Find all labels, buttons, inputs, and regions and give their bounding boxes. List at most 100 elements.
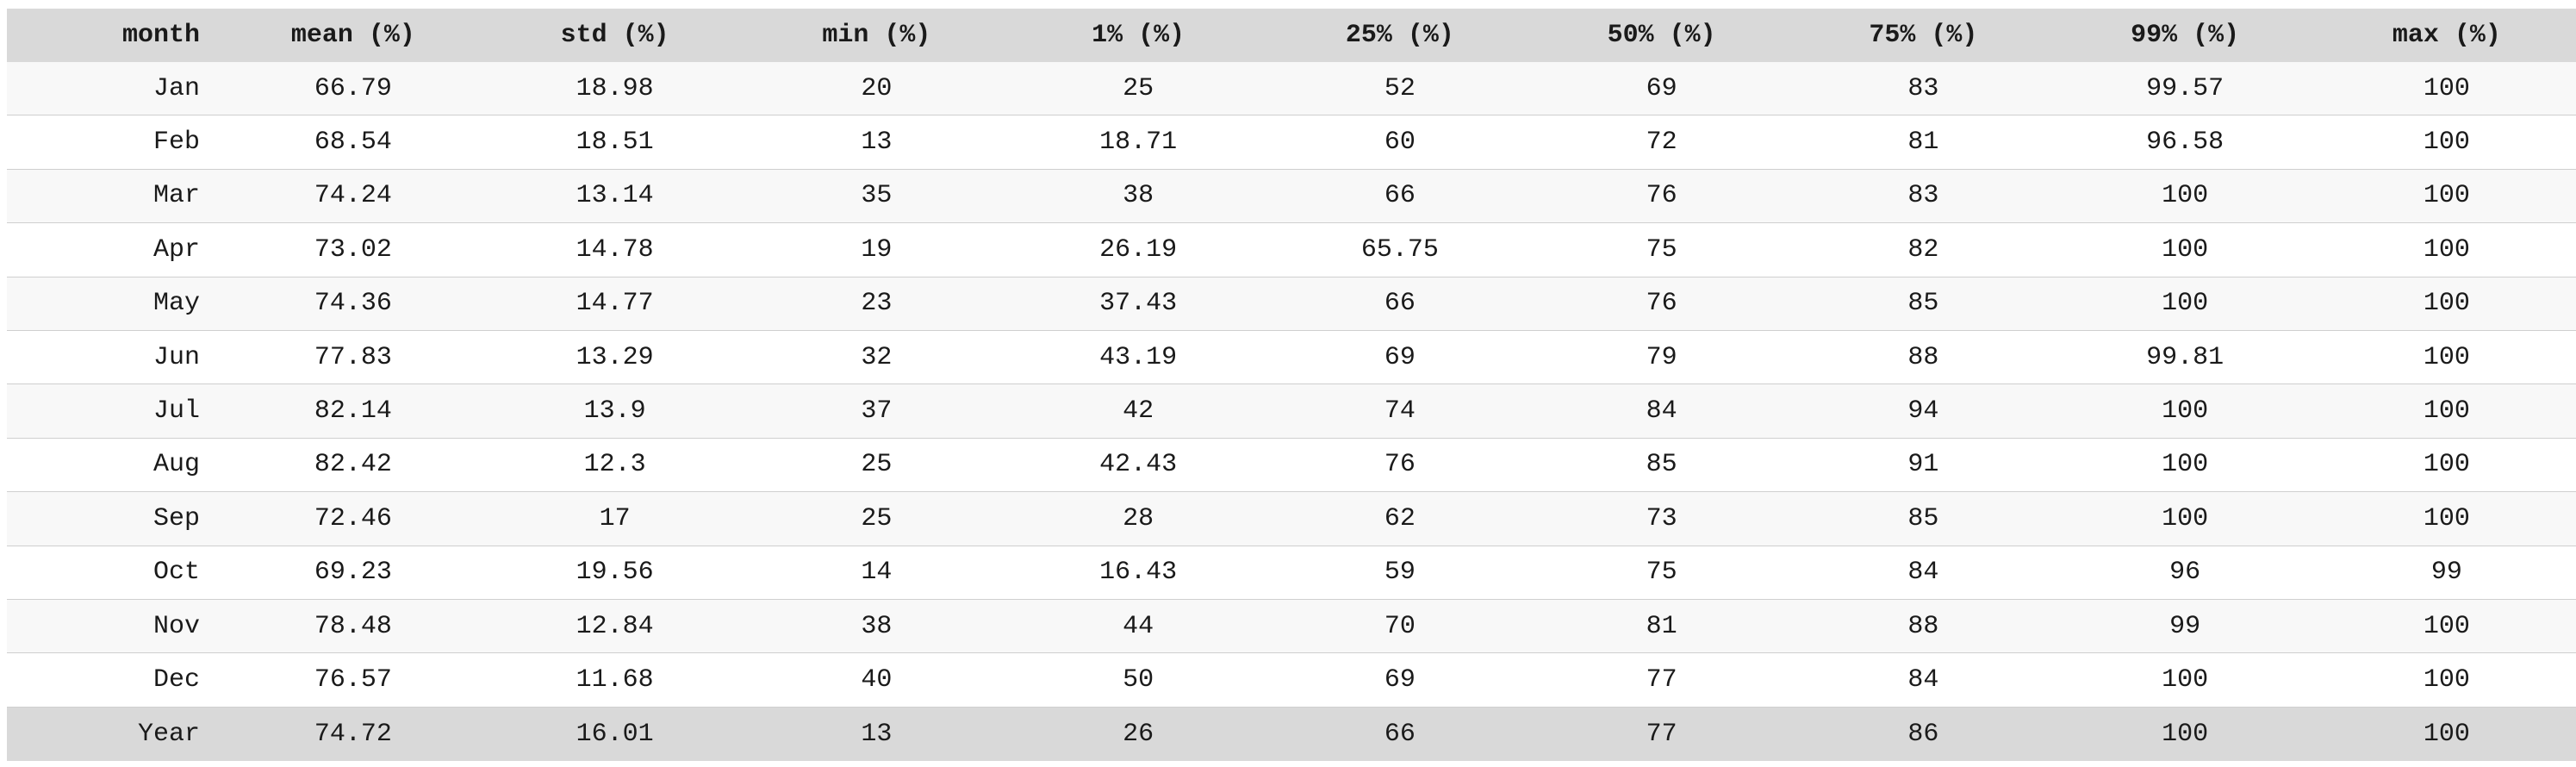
cell-99pct-pct: 100 — [2054, 438, 2316, 493]
summary-row-year: Year 74.72 16.01 13 26 66 77 86 100 100 — [7, 707, 2576, 761]
cell-mean-pct: 66.79 — [222, 62, 484, 116]
cell-max-pct: 100 — [2316, 169, 2576, 224]
cell-75pct-pct: 83 — [1792, 62, 2055, 116]
summary-label: Year — [7, 707, 222, 761]
cell-1pct-pct: 18.71 — [1007, 115, 1269, 170]
cell-min-pct: 19 — [745, 222, 1008, 277]
table-row-dec: Dec 76.57 11.68 40 50 69 77 84 100 100 — [7, 652, 2576, 708]
row-label: Aug — [7, 438, 222, 493]
cell-min-pct: 25 — [745, 491, 1008, 546]
cell-50pct-pct: 69 — [1530, 62, 1793, 116]
cell-99pct-pct: 99.57 — [2054, 62, 2316, 116]
cell-75pct-pct: 82 — [1792, 222, 2055, 277]
table-header: month mean (%) std (%) min (%) 1% (%) 25% (%)… — [7, 9, 2576, 62]
cell-99pct-pct: 99 — [2054, 599, 2316, 654]
column-header-99pct-pct: 99% (%) — [2054, 9, 2316, 62]
cell-min-pct: 38 — [745, 599, 1008, 654]
cell-min-pct: 37 — [745, 384, 1008, 439]
cell-75pct-pct: 91 — [1792, 438, 2055, 493]
cell-max-pct: 100 — [2316, 277, 2576, 331]
cell-mean-pct: 69.23 — [222, 546, 484, 600]
cell-75pct-pct: 94 — [1792, 384, 2055, 439]
cell-1pct-pct: 44 — [1007, 599, 1269, 654]
cell-std-pct: 11.68 — [483, 652, 746, 708]
cell-1pct-pct: 26.19 — [1007, 222, 1269, 277]
summary-cell-50pct-pct: 77 — [1530, 707, 1793, 761]
row-label: Jan — [7, 62, 222, 116]
cell-std-pct: 12.84 — [483, 599, 746, 654]
cell-99pct-pct: 100 — [2054, 384, 2316, 439]
cell-std-pct: 13.14 — [483, 169, 746, 224]
cell-50pct-pct: 76 — [1530, 169, 1793, 224]
cell-50pct-pct: 85 — [1530, 438, 1793, 493]
column-header-75pct-pct: 75% (%) — [1792, 9, 2055, 62]
row-label: Jul — [7, 384, 222, 439]
cell-min-pct: 40 — [745, 652, 1008, 708]
row-label: Dec — [7, 652, 222, 708]
cell-75pct-pct: 83 — [1792, 169, 2055, 224]
cell-max-pct: 100 — [2316, 491, 2576, 546]
column-header-1pct-pct: 1% (%) — [1007, 9, 1269, 62]
cell-max-pct: 100 — [2316, 222, 2576, 277]
cell-25pct-pct: 69 — [1269, 652, 1531, 708]
cell-75pct-pct: 88 — [1792, 330, 2055, 385]
cell-1pct-pct: 25 — [1007, 62, 1269, 116]
table-row-oct: Oct 69.23 19.56 14 16.43 59 75 84 96 99 — [7, 546, 2576, 600]
cell-max-pct: 99 — [2316, 546, 2576, 600]
cell-std-pct: 12.3 — [483, 438, 746, 493]
table-row-jun: Jun 77.83 13.29 32 43.19 69 79 88 99.81 100 — [7, 330, 2576, 385]
cell-mean-pct: 82.14 — [222, 384, 484, 439]
cell-1pct-pct: 38 — [1007, 169, 1269, 224]
column-header-50pct-pct: 50% (%) — [1530, 9, 1793, 62]
cell-50pct-pct: 84 — [1530, 384, 1793, 439]
table-row-jan: Jan 66.79 18.98 20 25 52 69 83 99.57 100 — [7, 62, 2576, 116]
cell-99pct-pct: 96 — [2054, 546, 2316, 600]
cell-25pct-pct: 60 — [1269, 115, 1531, 170]
summary-cell-1pct-pct: 26 — [1007, 707, 1269, 761]
cell-min-pct: 32 — [745, 330, 1008, 385]
cell-max-pct: 100 — [2316, 62, 2576, 116]
cell-25pct-pct: 66 — [1269, 277, 1531, 331]
cell-mean-pct: 74.24 — [222, 169, 484, 224]
cell-75pct-pct: 85 — [1792, 491, 2055, 546]
cell-mean-pct: 68.54 — [222, 115, 484, 170]
cell-25pct-pct: 76 — [1269, 438, 1531, 493]
cell-std-pct: 19.56 — [483, 546, 746, 600]
cell-50pct-pct: 77 — [1530, 652, 1793, 708]
cell-min-pct: 14 — [745, 546, 1008, 600]
table-row-feb: Feb 68.54 18.51 13 18.71 60 72 81 96.58 100 — [7, 115, 2576, 170]
row-label: Nov — [7, 599, 222, 654]
cell-1pct-pct: 37.43 — [1007, 277, 1269, 331]
cell-50pct-pct: 81 — [1530, 599, 1793, 654]
table-row-apr: Apr 73.02 14.78 19 26.19 65.75 75 82 100 100 — [7, 222, 2576, 277]
cell-min-pct: 25 — [745, 438, 1008, 493]
cell-25pct-pct: 65.75 — [1269, 222, 1531, 277]
summary-cell-max-pct: 100 — [2316, 707, 2576, 761]
row-label: Sep — [7, 491, 222, 546]
cell-50pct-pct: 75 — [1530, 546, 1793, 600]
cell-50pct-pct: 79 — [1530, 330, 1793, 385]
table-row-mar: Mar 74.24 13.14 35 38 66 76 83 100 100 — [7, 169, 2576, 224]
cell-max-pct: 100 — [2316, 599, 2576, 654]
row-label: Feb — [7, 115, 222, 170]
column-header-25pct-pct: 25% (%) — [1269, 9, 1531, 62]
table-row-aug: Aug 82.42 12.3 25 42.43 76 85 91 100 100 — [7, 438, 2576, 493]
cell-25pct-pct: 74 — [1269, 384, 1531, 439]
cell-75pct-pct: 84 — [1792, 546, 2055, 600]
cell-99pct-pct: 100 — [2054, 277, 2316, 331]
cell-99pct-pct: 100 — [2054, 222, 2316, 277]
cell-std-pct: 14.78 — [483, 222, 746, 277]
cell-min-pct: 35 — [745, 169, 1008, 224]
summary-cell-mean-pct: 74.72 — [222, 707, 484, 761]
cell-25pct-pct: 59 — [1269, 546, 1531, 600]
cell-50pct-pct: 72 — [1530, 115, 1793, 170]
cell-mean-pct: 73.02 — [222, 222, 484, 277]
cell-mean-pct: 74.36 — [222, 277, 484, 331]
row-label: May — [7, 277, 222, 331]
cell-std-pct: 13.9 — [483, 384, 746, 439]
cell-std-pct: 13.29 — [483, 330, 746, 385]
summary-cell-75pct-pct: 86 — [1792, 707, 2055, 761]
cell-25pct-pct: 70 — [1269, 599, 1531, 654]
cell-mean-pct: 78.48 — [222, 599, 484, 654]
cell-75pct-pct: 81 — [1792, 115, 2055, 170]
